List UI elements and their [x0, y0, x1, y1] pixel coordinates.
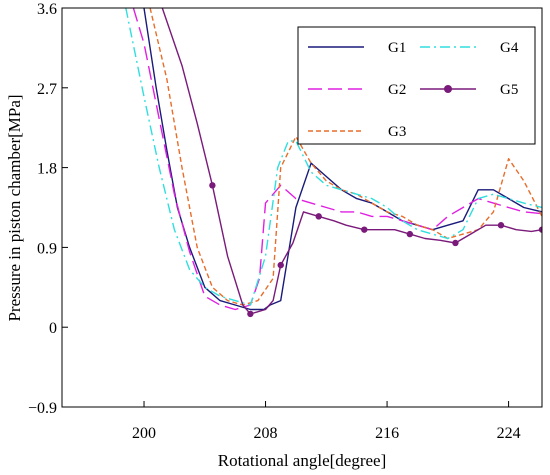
x-tick-label: 224: [497, 425, 521, 442]
x-tick-label: 216: [375, 425, 399, 442]
series-point-G5: [538, 226, 542, 233]
series-point-G5: [209, 182, 216, 189]
series-line-G5: [161, 8, 542, 315]
series-layer: [125, 8, 542, 315]
series-point-G5: [497, 222, 505, 229]
legend-label-G2: G2: [388, 82, 406, 98]
legend: G1 G4 G2 G5 G3: [297, 26, 536, 145]
marker-layer: [209, 182, 542, 318]
legend-label-G1: G1: [388, 40, 406, 56]
series-point-G5: [277, 261, 284, 269]
series-line-G4: [125, 8, 542, 306]
legend-marker-G5: [444, 85, 452, 93]
legend-label-G3: G3: [388, 124, 406, 140]
legend-label-G4: G4: [500, 40, 519, 56]
x-tick-label: 208: [254, 425, 278, 442]
y-tick-label: 3.6: [37, 1, 57, 18]
y-tick-label: 0.9: [37, 240, 57, 257]
series-point-G5: [361, 226, 368, 233]
y-tick-label: 1.8: [37, 161, 57, 178]
series-point-G5: [315, 213, 322, 220]
x-axis-title: Rotational angle[degree]: [218, 451, 387, 470]
y-tick-label: −0.9: [28, 400, 57, 417]
series-point-G5: [406, 230, 414, 238]
plot-frame: [61, 7, 543, 408]
series-line-G1: [143, 8, 542, 311]
series-point-G5: [452, 239, 459, 247]
series-point-G5: [247, 310, 254, 318]
tick-layer: 200 208 216 224 3.6 2.7 1.8 0.9 0 −0.9: [28, 1, 521, 442]
legend-label-G5: G5: [500, 82, 518, 98]
y-axis-title: Pressure in piston chamber[MPa]: [5, 94, 24, 321]
y-tick-label: 0: [49, 320, 57, 337]
y-tick-label: 2.7: [37, 81, 57, 98]
x-tick-label: 200: [132, 425, 156, 442]
